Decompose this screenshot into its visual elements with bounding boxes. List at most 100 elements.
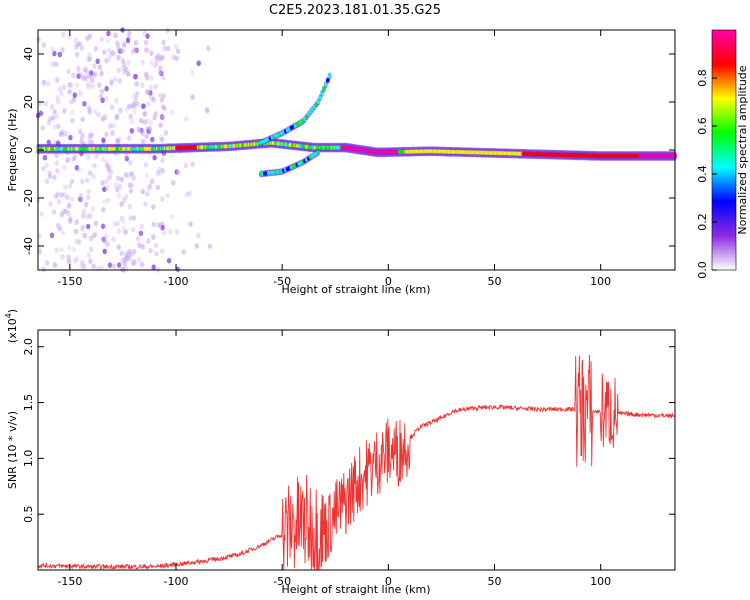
noise-speck bbox=[140, 59, 146, 66]
noise-speck bbox=[116, 228, 122, 234]
noise-speck bbox=[87, 105, 92, 112]
upper-branch-core bbox=[322, 87, 326, 91]
noise-speck bbox=[133, 39, 139, 46]
x-tick-label: -100 bbox=[164, 275, 189, 288]
noise-speck bbox=[135, 101, 140, 107]
noise-speck bbox=[142, 119, 147, 125]
noise-speck bbox=[121, 42, 127, 48]
noise-speck bbox=[83, 66, 88, 72]
noise-speck bbox=[71, 72, 76, 79]
noise-speck bbox=[138, 230, 144, 237]
noise-speck bbox=[155, 170, 160, 176]
noise-speck bbox=[106, 167, 111, 173]
noise-speck bbox=[41, 165, 46, 172]
x-tick-label: 50 bbox=[488, 275, 502, 288]
noise-speck bbox=[175, 48, 181, 55]
noise-speck bbox=[40, 124, 45, 131]
noise-speck bbox=[61, 84, 67, 90]
noise-speck bbox=[85, 177, 90, 183]
y-tick-label: 20 bbox=[22, 95, 35, 109]
noise-speck bbox=[104, 85, 109, 92]
noise-speck bbox=[128, 215, 133, 221]
noise-speck bbox=[194, 243, 199, 249]
noise-speck bbox=[118, 107, 123, 114]
noise-speck bbox=[107, 262, 113, 268]
noise-speck bbox=[143, 71, 148, 77]
noise-speck bbox=[50, 61, 55, 67]
noise-speck bbox=[80, 226, 85, 232]
noise-speck bbox=[196, 60, 201, 67]
noise-speck bbox=[207, 243, 213, 249]
noise-speck bbox=[132, 259, 137, 265]
noise-speck bbox=[117, 78, 123, 84]
noise-speck bbox=[88, 235, 94, 242]
noise-speck bbox=[56, 199, 62, 205]
noise-speck bbox=[124, 155, 129, 162]
noise-speck bbox=[97, 64, 103, 70]
y-tick-label: -40 bbox=[22, 237, 35, 255]
noise-speck bbox=[44, 178, 50, 184]
noise-speck bbox=[57, 51, 62, 58]
noise-speck bbox=[53, 61, 59, 67]
noise-speck bbox=[129, 128, 134, 134]
noise-speck bbox=[143, 39, 149, 46]
noise-speck bbox=[52, 50, 57, 57]
noise-speck bbox=[120, 218, 126, 225]
noise-speck bbox=[160, 136, 165, 143]
noise-speck bbox=[128, 113, 133, 120]
noise-speck bbox=[160, 113, 165, 119]
noise-speck bbox=[122, 62, 127, 69]
noise-speck bbox=[85, 214, 90, 220]
noise-speck bbox=[146, 185, 152, 191]
noise-speck bbox=[122, 69, 127, 75]
noise-speck bbox=[78, 92, 84, 98]
noise-speck bbox=[87, 170, 93, 176]
noise-speck bbox=[176, 169, 181, 176]
noise-speck bbox=[133, 80, 139, 87]
noise-speck bbox=[99, 265, 104, 271]
noise-speck bbox=[141, 138, 146, 145]
noise-speck bbox=[145, 118, 150, 125]
noise-speck bbox=[104, 178, 109, 185]
upper-branch-core bbox=[327, 74, 332, 79]
noise-speck bbox=[157, 92, 163, 98]
noise-speck bbox=[167, 229, 173, 235]
noise-speck bbox=[81, 213, 86, 219]
noise-speck bbox=[99, 88, 105, 95]
noise-speck bbox=[113, 182, 119, 188]
noise-speck bbox=[42, 154, 48, 161]
noise-speck bbox=[121, 197, 127, 204]
noise-speck bbox=[105, 184, 110, 191]
noise-speck bbox=[137, 257, 142, 263]
noise-speck bbox=[80, 224, 86, 230]
noise-speck bbox=[70, 117, 75, 124]
noise-speck bbox=[166, 257, 172, 264]
noise-speck bbox=[126, 71, 131, 78]
spectrogram-panel: -150 -100 -50 0 50 100 -40 -20 0 20 40 Height of … bbox=[6, 27, 677, 296]
noise-speck bbox=[144, 133, 149, 139]
noise-speck bbox=[90, 83, 95, 90]
noise-speck bbox=[72, 96, 77, 103]
noise-speck bbox=[156, 222, 161, 228]
noise-speck bbox=[174, 228, 180, 235]
noise-speck bbox=[147, 125, 152, 132]
noise-speck bbox=[158, 56, 163, 62]
noise-speck bbox=[96, 112, 101, 118]
noise-speck bbox=[149, 60, 154, 66]
noise-speck bbox=[80, 178, 85, 185]
noise-speck bbox=[169, 214, 175, 220]
noise-speck bbox=[50, 115, 56, 121]
noise-speck bbox=[143, 111, 148, 117]
x-tick-label: 0 bbox=[385, 575, 392, 588]
noise-speck bbox=[61, 164, 67, 171]
noise-speck bbox=[183, 163, 188, 169]
noise-speck bbox=[59, 211, 65, 218]
noise-speck bbox=[153, 83, 158, 90]
noise-speck bbox=[63, 184, 68, 191]
noise-speck bbox=[205, 107, 210, 114]
noise-speck bbox=[116, 244, 121, 250]
noise-speck bbox=[52, 262, 57, 268]
noise-speck bbox=[86, 223, 91, 230]
noise-speck bbox=[161, 74, 166, 81]
noise-speck bbox=[149, 178, 155, 184]
